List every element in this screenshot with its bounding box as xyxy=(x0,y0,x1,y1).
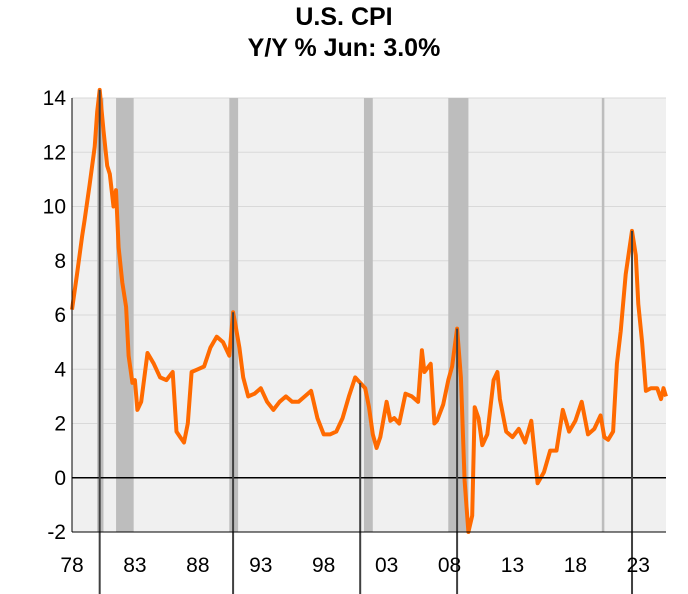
y-tick-label: 4 xyxy=(54,358,66,381)
chart-title: U.S. CPI xyxy=(295,3,393,31)
cpi-series-line xyxy=(70,87,668,534)
y-tick-label: 0 xyxy=(54,467,66,490)
y-tick-label: 6 xyxy=(54,304,66,327)
y-tick-label: -2 xyxy=(47,521,66,544)
recession-band xyxy=(363,98,373,532)
x-tick-label: 08 xyxy=(438,554,461,577)
x-tick-label: 03 xyxy=(375,554,398,577)
x-tick-label: 78 xyxy=(60,554,83,577)
x-tick-label: 13 xyxy=(501,554,524,577)
x-tick-label: 23 xyxy=(627,554,650,577)
x-tick-label: 18 xyxy=(564,554,587,577)
recession-band xyxy=(601,98,605,532)
y-tick-label: 10 xyxy=(43,196,66,219)
y-axis-tick-labels: -2 0 2 4 6 8 10 12 14 xyxy=(43,87,67,544)
x-tick-label: 93 xyxy=(249,554,272,577)
y-tick-label: 2 xyxy=(54,413,66,436)
y-tick-label: 12 xyxy=(43,141,66,164)
x-tick-label: 83 xyxy=(123,554,146,577)
y-tick-label: 8 xyxy=(54,250,66,273)
chart-subtitle: Y/Y % Jun: 3.0% xyxy=(247,34,441,62)
x-tick-label: 88 xyxy=(186,554,209,577)
peak-markers xyxy=(98,89,634,594)
x-tick-label: 98 xyxy=(312,554,335,577)
y-tick-label: 14 xyxy=(43,87,67,110)
chart-title-block: U.S. CPI Y/Y % Jun: 3.0% xyxy=(0,2,688,64)
x-axis-tick-labels: 78 83 88 93 98 03 08 13 18 23 xyxy=(60,554,650,577)
axes xyxy=(71,98,666,533)
